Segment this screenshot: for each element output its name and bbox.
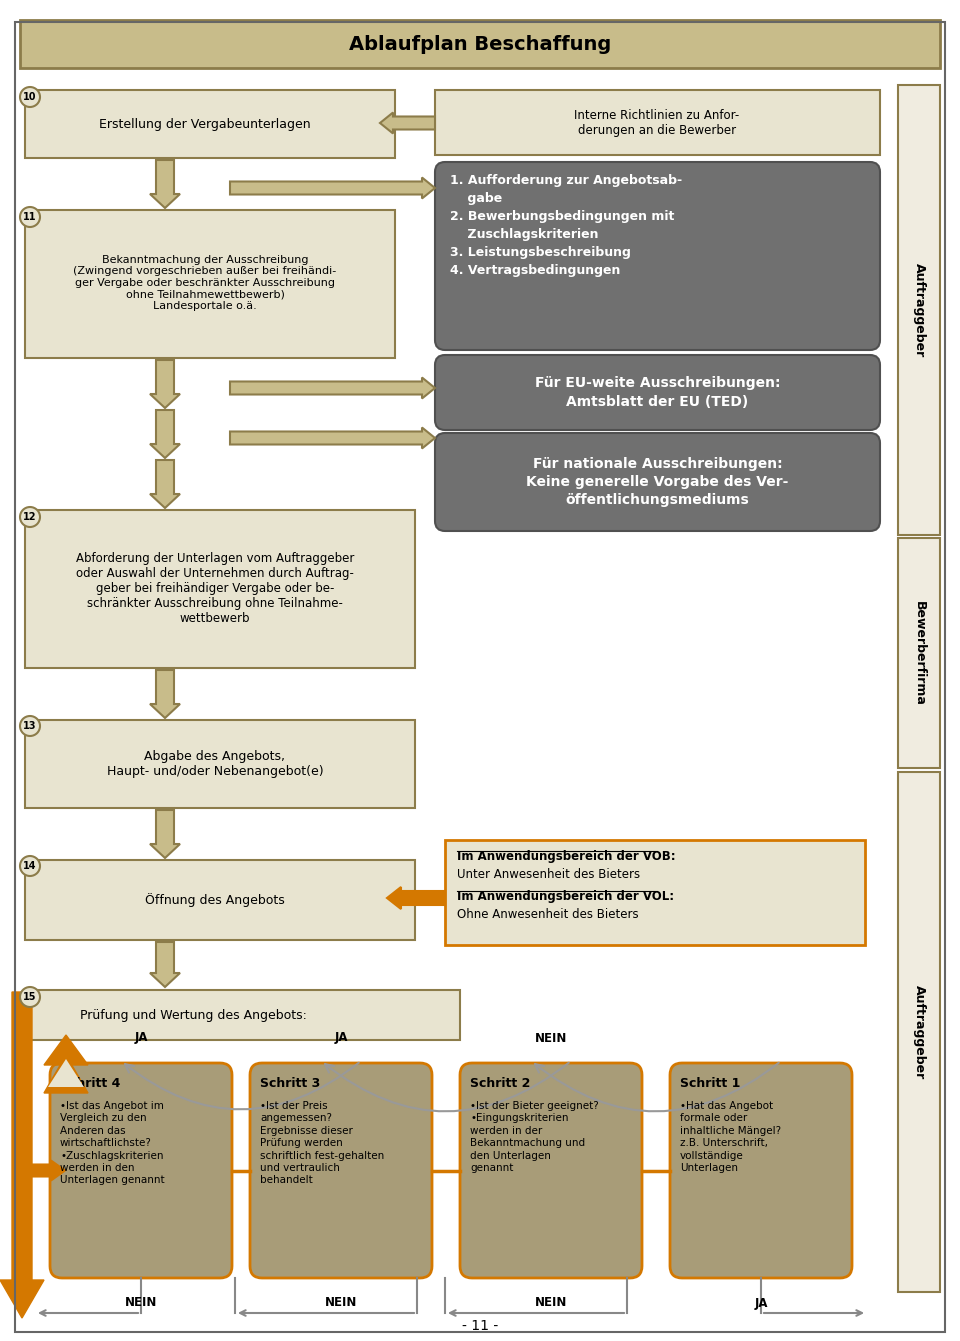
Text: Abgabe des Angebots,
Haupt- und/oder Nebenangebot(e): Abgabe des Angebots, Haupt- und/oder Neb…: [107, 750, 324, 778]
Text: 15: 15: [23, 992, 36, 1002]
Text: 11: 11: [23, 212, 36, 223]
Text: 1. Aufforderung zur Angebotsab-
    gabe
2. Bewerbungsbedingungen mit
    Zuschl: 1. Aufforderung zur Angebotsab- gabe 2. …: [450, 174, 683, 278]
Text: 14: 14: [23, 861, 36, 872]
Bar: [898, 772, 940, 1291]
FancyBboxPatch shape: [50, 1063, 232, 1278]
Circle shape: [20, 856, 40, 876]
Text: NEIN: NEIN: [535, 1031, 567, 1045]
Text: Im Anwendungsbereich der VOL:: Im Anwendungsbereich der VOL:: [457, 890, 674, 902]
Polygon shape: [150, 359, 180, 408]
Polygon shape: [44, 1035, 88, 1065]
Bar: [25, 720, 415, 809]
Polygon shape: [44, 1055, 88, 1093]
Text: JA: JA: [334, 1031, 348, 1045]
Circle shape: [20, 507, 40, 527]
Text: Schritt 4: Schritt 4: [60, 1077, 120, 1090]
Text: 10: 10: [23, 93, 36, 102]
Polygon shape: [48, 1059, 84, 1088]
FancyArrowPatch shape: [325, 1062, 569, 1112]
Text: •Ist der Preis
angemessen?
Ergebnisse dieser
Prüfung werden
schriftlich fest-geh: •Ist der Preis angemessen? Ergebnisse di…: [260, 1101, 384, 1185]
Text: •Hat das Angebot
formale oder
inhaltliche Mängel?
z.B. Unterschrift,
vollständig: •Hat das Angebot formale oder inhaltlich…: [680, 1101, 781, 1173]
Text: 13: 13: [23, 721, 36, 731]
FancyArrowPatch shape: [535, 1062, 779, 1112]
Text: Prüfung und Wertung des Angebots:: Prüfung und Wertung des Angebots:: [80, 1008, 307, 1022]
Polygon shape: [387, 886, 445, 909]
Text: JA: JA: [755, 1297, 768, 1310]
Bar: [898, 84, 940, 535]
Text: Im Anwendungsbereich der VOB:: Im Anwendungsbereich der VOB:: [457, 850, 676, 864]
Text: Schritt 3: Schritt 3: [260, 1077, 321, 1090]
Text: JA: JA: [134, 1031, 148, 1045]
Text: •Ist der Bieter geeignet?
•Eingungskriterien
werden in der
Bekanntmachung und
de: •Ist der Bieter geeignet? •Eingungskrite…: [470, 1101, 599, 1173]
Text: Bewerberfirma: Bewerberfirma: [913, 601, 925, 705]
Bar: [898, 538, 940, 768]
Text: Interne Richtlinien zu Anfor-
derungen an die Bewerber: Interne Richtlinien zu Anfor- derungen a…: [574, 109, 739, 137]
Text: - 11 -: - 11 -: [462, 1320, 498, 1333]
Text: Auftraggeber: Auftraggeber: [913, 263, 925, 357]
Bar: [20, 20, 940, 68]
Text: Öffnung des Angebots: Öffnung des Angebots: [145, 893, 285, 907]
Polygon shape: [150, 670, 180, 717]
FancyBboxPatch shape: [460, 1063, 642, 1278]
Polygon shape: [32, 1160, 65, 1180]
Bar: [25, 860, 415, 940]
Polygon shape: [150, 941, 180, 987]
Bar: [445, 839, 865, 945]
FancyBboxPatch shape: [435, 355, 880, 430]
Text: NEIN: NEIN: [535, 1297, 567, 1310]
Text: Für nationale Ausschreibungen:
Keine generelle Vorgabe des Ver-
öffentlichungsme: Für nationale Ausschreibungen: Keine gen…: [526, 456, 789, 507]
Bar: [25, 510, 415, 668]
Bar: [25, 90, 395, 158]
Text: •Ist das Angebot im
Vergleich zu den
Anderen das
wirtschaftlichste?
•Zuschlagskr: •Ist das Angebot im Vergleich zu den And…: [60, 1101, 164, 1185]
Text: 12: 12: [23, 512, 36, 522]
FancyArrowPatch shape: [125, 1062, 359, 1109]
Text: NEIN: NEIN: [125, 1297, 157, 1310]
Text: Unter Anwesenheit des Bieters: Unter Anwesenheit des Bieters: [457, 868, 640, 881]
Text: Für EU-weite Ausschreibungen:
Amtsblatt der EU (TED): Für EU-weite Ausschreibungen: Amtsblatt …: [535, 377, 780, 409]
Text: Abforderung der Unterlagen vom Auftraggeber
oder Auswahl der Unternehmen durch A: Abforderung der Unterlagen vom Auftragge…: [76, 551, 354, 625]
Circle shape: [20, 87, 40, 107]
Text: Erstellung der Vergabeunterlagen: Erstellung der Vergabeunterlagen: [99, 118, 311, 130]
Polygon shape: [0, 992, 44, 1318]
Text: Bekanntmachung der Ausschreibung
(Zwingend vorgeschrieben außer bei freihändi-
g: Bekanntmachung der Ausschreibung (Zwinge…: [73, 255, 337, 311]
Text: Ablaufplan Beschaffung: Ablaufplan Beschaffung: [348, 35, 612, 54]
Text: NEIN: NEIN: [324, 1297, 357, 1310]
Bar: [435, 90, 880, 156]
Polygon shape: [230, 428, 435, 448]
Polygon shape: [150, 160, 180, 208]
Polygon shape: [150, 460, 180, 508]
Text: Schritt 1: Schritt 1: [680, 1077, 740, 1090]
Polygon shape: [150, 810, 180, 858]
Text: Auftraggeber: Auftraggeber: [913, 984, 925, 1080]
Text: Schritt 2: Schritt 2: [470, 1077, 530, 1090]
Circle shape: [20, 716, 40, 736]
Polygon shape: [380, 113, 435, 134]
Text: Ohne Anwesenheit des Bieters: Ohne Anwesenheit des Bieters: [457, 908, 638, 921]
Polygon shape: [150, 410, 180, 459]
Circle shape: [20, 207, 40, 227]
Circle shape: [20, 987, 40, 1007]
Polygon shape: [230, 177, 435, 198]
Bar: [25, 990, 460, 1041]
FancyBboxPatch shape: [435, 162, 880, 350]
Polygon shape: [230, 378, 435, 398]
FancyBboxPatch shape: [250, 1063, 432, 1278]
FancyBboxPatch shape: [670, 1063, 852, 1278]
FancyBboxPatch shape: [435, 433, 880, 531]
Bar: [25, 211, 395, 358]
